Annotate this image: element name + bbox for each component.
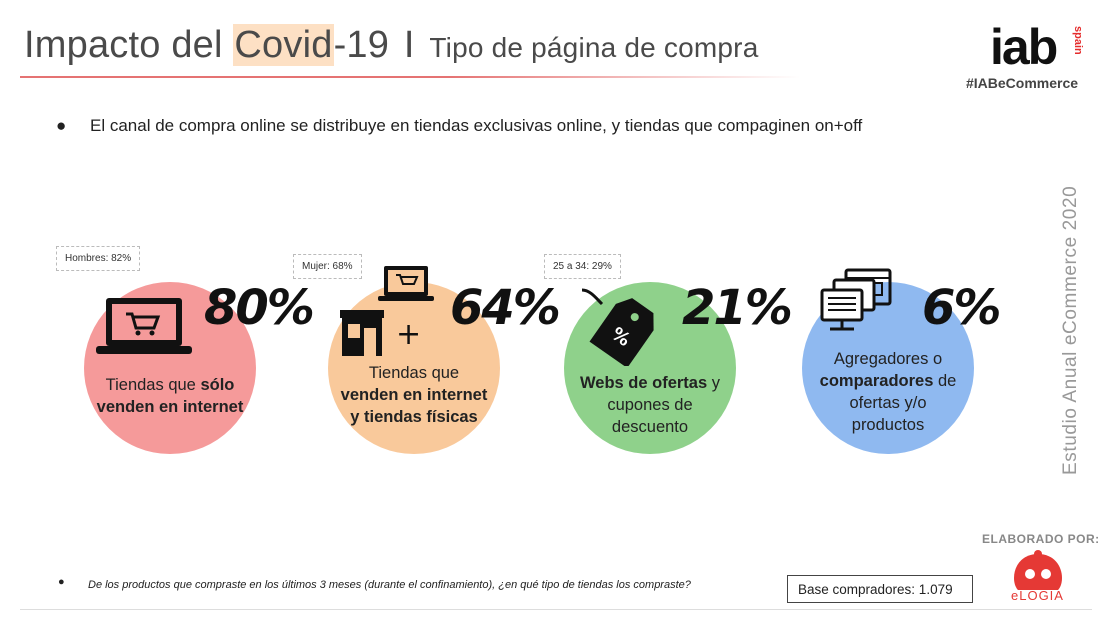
intro-bullet: ● El canal de compra online se distribuye… [56,116,862,136]
footnote-question: De los productos que compraste en los úl… [88,579,691,591]
title-highlight: Covid [233,24,334,66]
iab-logo-text: iab [990,19,1058,75]
text-pre: Tiendas que [105,376,201,394]
title-separator: I [403,24,415,66]
text-pre: Tiendas que [368,364,460,382]
bullet-marker: ● [56,116,67,135]
text-bold: Webs de ofertas [580,374,708,392]
side-label: Estudio Anual eCommerce 2020 [1060,185,1081,475]
intro-text: El canal de compra online se distribuye … [90,116,863,135]
iab-logo-spain: spain [1072,26,1084,55]
text-post: y cupones de descuento [607,374,720,436]
circle-text: Agregadores o comparadores de ofertas y/… [813,348,963,436]
circle-text: Tiendas que sólo venden en internet [95,374,245,418]
elogia-logo-icon [1014,550,1062,590]
callout-men: Hombres: 82% [56,246,141,271]
laptop-cart-icon [96,298,192,354]
footnote-marker: ● [58,576,65,588]
percent-aggregators: 6% [922,280,1001,336]
page-subtitle: Tipo de página de compra [429,32,759,63]
elogia-brand-text: eLOGIA [1011,588,1064,603]
text-pre: Agregadores o [833,350,943,368]
plus-sign: + [396,317,421,352]
circle-text: Tiendas que venden en internet y tiendas… [339,362,489,428]
percent-online-only: 80% [204,280,315,336]
bottom-divider [20,609,1092,610]
title-prefix: Impacto del [24,24,234,66]
hashtag: #IABeCommerce [966,75,1079,91]
text-bold: venden en internet y tiendas físicas [340,386,488,426]
iab-logo: iab spain [990,19,1090,75]
circle-text: Webs de ofertas y cupones de descuento [575,372,725,438]
text-bold: sólo venden en internet [96,376,244,416]
elaborado-por-label: ELABORADO POR: [982,532,1100,546]
text-bold: comparadores [819,372,934,390]
title-suffix: -19 [333,24,390,66]
title-underline [20,76,800,78]
text-post: de ofertas y/o productos [849,372,957,434]
discount-tag-icon: % [581,288,654,366]
comparison-screens-icon [820,268,892,331]
percent-online-and-physical: 64% [450,280,561,336]
page-title: Impacto del Covid-19 I Tipo de página de… [24,24,758,67]
callout-age: 25 a 34: 29% [544,254,621,279]
store-plus-laptop-icon: + [340,266,434,356]
percent-deal-sites: 21% [682,280,793,336]
callout-women: Mujer: 68% [293,254,362,279]
base-sample-box: Base compradores: 1.079 [787,575,973,603]
